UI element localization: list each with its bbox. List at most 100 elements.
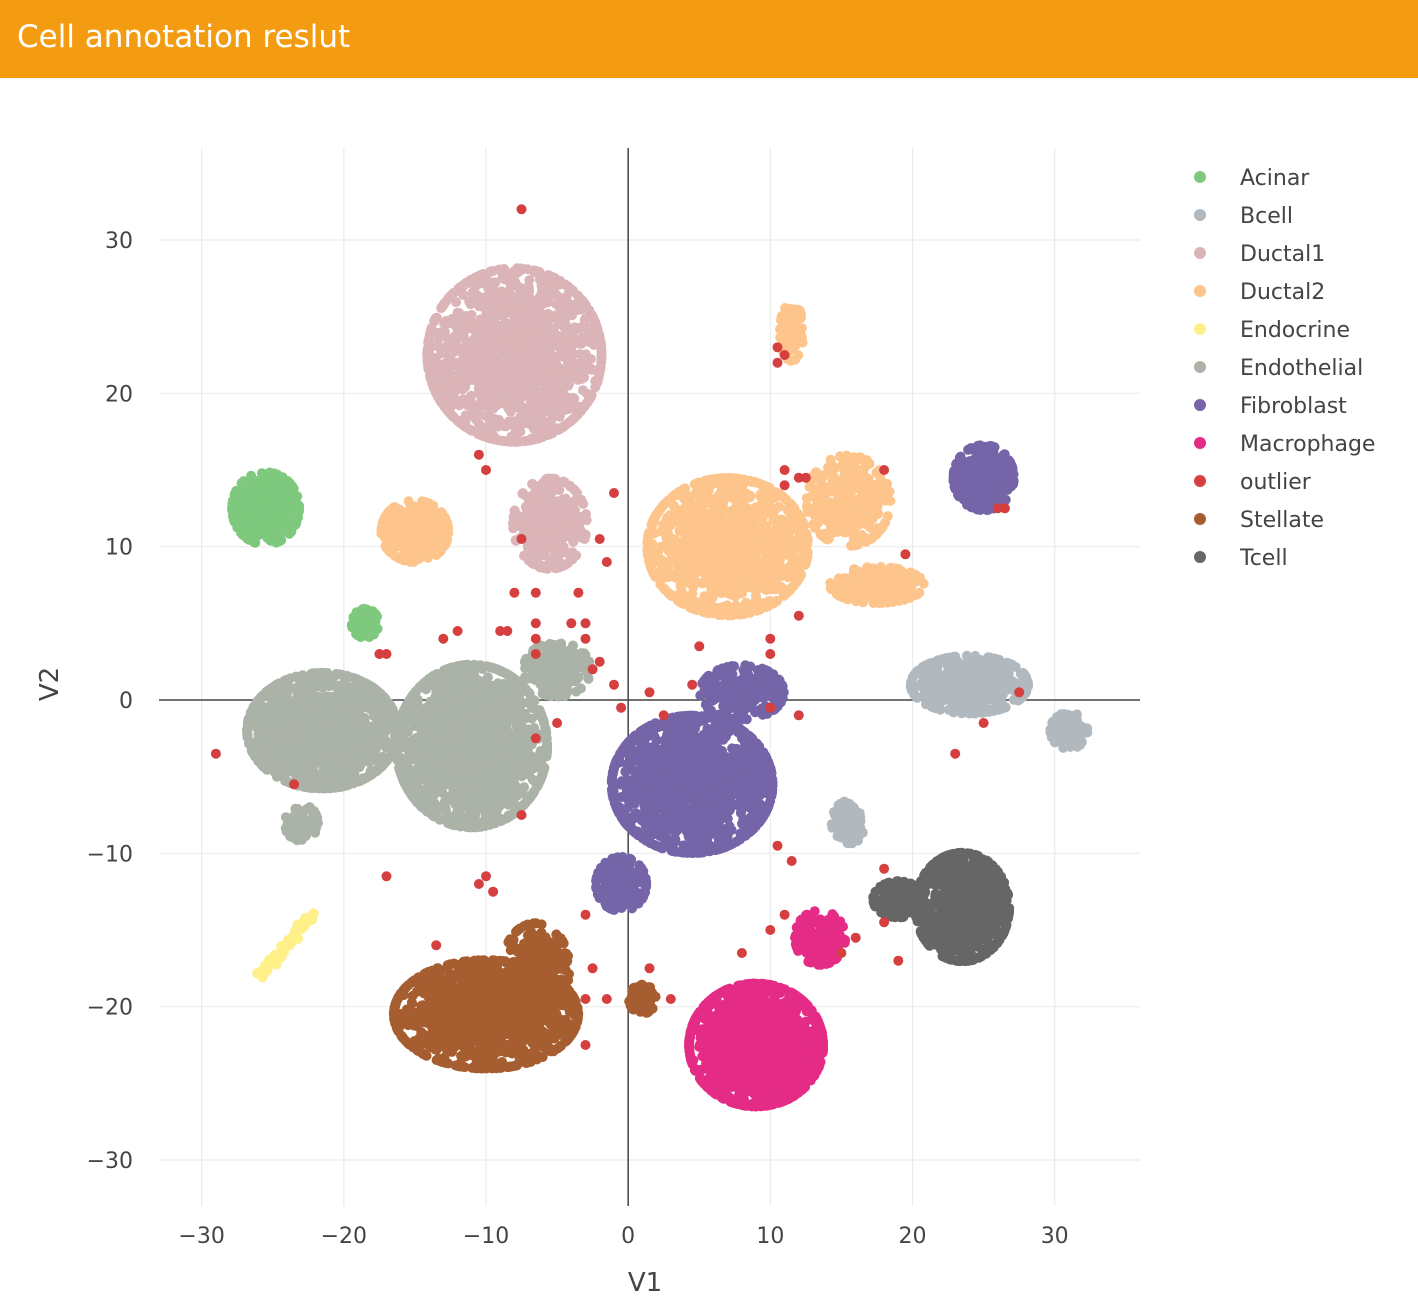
point [517, 410, 528, 421]
point [439, 318, 450, 329]
point [531, 551, 542, 562]
point [366, 626, 377, 637]
point [522, 282, 533, 293]
point [481, 423, 492, 433]
point [559, 477, 570, 488]
point [397, 530, 408, 540]
point [547, 312, 558, 323]
point [835, 506, 846, 517]
point [571, 494, 582, 505]
point [745, 543, 756, 554]
point [428, 500, 439, 511]
point [487, 266, 498, 277]
point [734, 473, 744, 484]
point [930, 703, 941, 714]
point [859, 532, 870, 543]
point [533, 301, 544, 312]
point [437, 508, 448, 519]
point [276, 535, 287, 546]
point [676, 584, 687, 595]
point [266, 513, 277, 524]
point [730, 591, 741, 602]
point [781, 549, 792, 560]
point [694, 522, 705, 533]
point [662, 523, 673, 534]
point [508, 302, 519, 313]
point [497, 310, 508, 321]
point [510, 324, 521, 335]
point [379, 519, 390, 530]
point [500, 346, 511, 357]
point [574, 523, 585, 533]
point [750, 591, 761, 601]
point [530, 310, 541, 321]
point [772, 538, 783, 549]
point [389, 550, 400, 561]
point [483, 400, 493, 411]
point [855, 822, 866, 833]
point [989, 653, 1000, 664]
point [709, 517, 720, 528]
point [869, 571, 880, 582]
point [686, 603, 697, 614]
point [732, 524, 743, 535]
point [246, 517, 257, 528]
point [767, 584, 777, 595]
point [828, 525, 839, 536]
point [819, 470, 830, 481]
point [271, 492, 282, 503]
point [642, 536, 653, 547]
point [484, 377, 495, 388]
point [812, 496, 823, 507]
point [493, 299, 504, 310]
point [442, 340, 453, 350]
point [432, 542, 443, 553]
point [719, 533, 729, 544]
point [680, 503, 691, 514]
point [989, 687, 1000, 698]
point [238, 530, 249, 541]
point [492, 418, 503, 429]
point [588, 339, 599, 350]
point [758, 485, 769, 496]
point [478, 269, 489, 279]
point [527, 434, 538, 445]
point [842, 824, 853, 835]
point [1020, 671, 1031, 682]
point [693, 577, 704, 588]
point [236, 499, 247, 510]
point [770, 487, 781, 498]
point [748, 534, 759, 545]
point [541, 524, 552, 535]
point [548, 272, 559, 283]
point [281, 514, 291, 525]
point [776, 315, 786, 326]
point [469, 320, 480, 331]
point [819, 483, 830, 494]
point [861, 485, 872, 496]
point [873, 590, 884, 601]
point [833, 800, 844, 811]
point [452, 415, 463, 426]
point [781, 494, 792, 505]
point [269, 523, 280, 534]
point [733, 495, 744, 506]
point [594, 366, 605, 377]
point [502, 287, 513, 298]
point [526, 369, 537, 380]
point [268, 531, 279, 542]
point [473, 383, 484, 394]
point [511, 509, 522, 520]
point [675, 515, 686, 526]
point [1075, 733, 1085, 744]
point [453, 399, 464, 410]
point [670, 503, 681, 514]
point [691, 501, 702, 512]
point [261, 499, 272, 509]
point [761, 494, 772, 505]
point [821, 515, 832, 526]
point [486, 280, 497, 291]
point [793, 526, 804, 537]
point [864, 511, 875, 522]
